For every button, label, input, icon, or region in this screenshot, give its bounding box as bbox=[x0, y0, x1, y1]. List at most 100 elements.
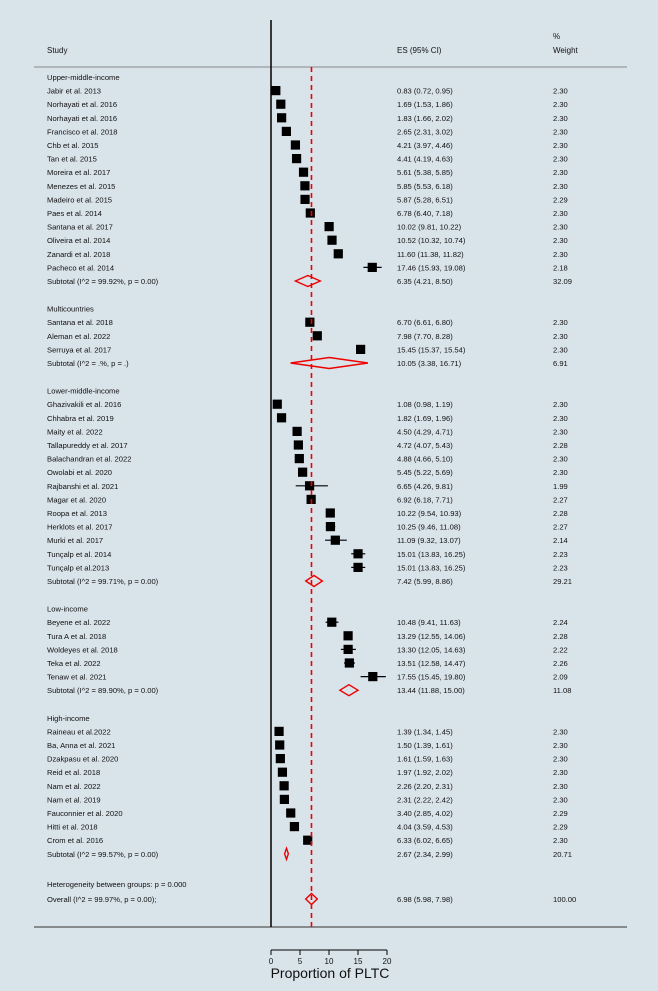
study-ci: 6.65 (4.26, 9.81) bbox=[397, 482, 453, 491]
study-point bbox=[343, 644, 353, 654]
x-tick-label: 10 bbox=[325, 957, 334, 966]
study-row: Santana et al. 2018 6.70 (6.61, 6.80) 2.30 bbox=[47, 317, 568, 327]
study-row: Dzakpasu et al. 2020 1.61 (1.59, 1.63) 2.3… bbox=[47, 754, 568, 764]
study-label: Norhayati et al. 2016 bbox=[47, 100, 117, 109]
study-row: Chb et al. 2015 4.21 (3.97, 4.46) 2.30 bbox=[47, 140, 568, 150]
study-weight: 2.24 bbox=[553, 618, 568, 627]
study-ci: 4.88 (4.66, 5.10) bbox=[397, 455, 453, 464]
subtotal-label: Subtotal (I^2 = 89.90%, p = 0.00) bbox=[47, 686, 159, 695]
study-label: Tenaw et al. 2021 bbox=[47, 673, 107, 682]
study-label: Francisco et al. 2018 bbox=[47, 127, 118, 136]
study-row: Tenaw et al. 2021 17.55 (15.45, 19.80) 2.0… bbox=[47, 672, 568, 682]
study-row: Balachandran et al. 2022 4.88 (4.66, 5.10… bbox=[47, 454, 568, 464]
study-weight: 2.30 bbox=[553, 182, 568, 191]
study-weight: 2.30 bbox=[553, 168, 568, 177]
overall-es: 6.98 (5.98, 7.98) bbox=[397, 895, 453, 904]
study-row: Zanardi et al. 2018 11.60 (11.38, 11.82) 2… bbox=[47, 249, 568, 259]
study-ci: 5.87 (5.28, 6.51) bbox=[397, 195, 453, 204]
study-row: Moreira et al. 2017 5.61 (5.38, 5.85) 2.30 bbox=[47, 167, 568, 177]
chart-marks: Upper-middle-income Jabir et al. 2013 0.83… bbox=[47, 73, 572, 862]
study-weight: 2.30 bbox=[553, 468, 568, 477]
study-row: Oliveira et al. 2014 10.52 (10.32, 10.74)… bbox=[47, 235, 568, 245]
study-weight: 2.30 bbox=[553, 236, 568, 245]
subtotal-weight: 29.21 bbox=[553, 577, 572, 586]
study-point bbox=[325, 508, 335, 518]
study-weight: 2.14 bbox=[553, 536, 568, 545]
study-ci: 2.65 (2.31, 3.02) bbox=[397, 127, 453, 136]
study-point bbox=[292, 426, 302, 436]
subtotal-weight: 11.08 bbox=[553, 686, 571, 695]
study-row: Reid et al. 2018 1.97 (1.92, 2.02) 2.30 bbox=[47, 767, 568, 777]
subtotal-diamond bbox=[338, 683, 360, 697]
study-point bbox=[293, 440, 303, 450]
study-point bbox=[290, 140, 301, 150]
study-label: Dzakpasu et al. 2020 bbox=[47, 755, 118, 764]
study-row: Madeiro et al. 2015 5.87 (5.28, 6.51) 2.29 bbox=[47, 194, 568, 204]
x-tick-label: 0 bbox=[269, 957, 274, 966]
study-ci: 4.21 (3.97, 4.46) bbox=[397, 141, 453, 150]
study-weight: 2.22 bbox=[553, 645, 568, 654]
overall-label: Overall (I^2 = 99.97%, p = 0.00); bbox=[47, 895, 157, 904]
study-weight: 2.28 bbox=[553, 632, 568, 641]
study-ci: 13.51 (12.58, 14.47) bbox=[397, 659, 466, 668]
subtotal-diamond bbox=[290, 356, 369, 370]
study-weight: 2.28 bbox=[553, 441, 568, 450]
study-weight: 2.27 bbox=[553, 495, 568, 504]
study-point bbox=[305, 317, 315, 327]
study-weight: 2.30 bbox=[553, 727, 568, 736]
study-row: Ba, Anna et al. 2021 1.50 (1.39, 1.61) 2.3… bbox=[47, 740, 568, 750]
study-label: Serruya et al. 2017 bbox=[47, 345, 111, 354]
study-point bbox=[271, 86, 281, 96]
study-point bbox=[300, 181, 310, 191]
subtotal-row: Subtotal (I^2 = 99.92%, p = 0.00) 6.35 (4… bbox=[47, 274, 572, 288]
study-point bbox=[274, 726, 284, 736]
group-header: Upper-middle-income bbox=[47, 73, 120, 82]
study-weight: 2.30 bbox=[553, 250, 568, 259]
study-ci: 2.31 (2.22, 2.42) bbox=[397, 795, 453, 804]
study-point bbox=[367, 262, 377, 272]
study-label: Tura A et al. 2018 bbox=[47, 632, 106, 641]
study-point bbox=[277, 113, 287, 123]
study-weight: 2.30 bbox=[553, 400, 568, 409]
study-row: Beyene et al. 2022 10.48 (9.41, 11.63) 2.2… bbox=[47, 617, 568, 627]
study-ci: 6.92 (6.18, 7.71) bbox=[397, 495, 453, 504]
study-weight: 2.26 bbox=[553, 659, 568, 668]
subtotal-weight: 20.71 bbox=[553, 850, 572, 859]
study-weight: 2.30 bbox=[553, 318, 568, 327]
study-ci: 1.08 (0.98, 1.19) bbox=[397, 400, 453, 409]
study-weight: 2.30 bbox=[553, 87, 568, 96]
study-point bbox=[275, 740, 285, 750]
study-row: Tura A et al. 2018 13.29 (12.55, 14.06) 2.… bbox=[47, 631, 568, 641]
study-point bbox=[303, 835, 313, 845]
study-label: Roopa et al. 2013 bbox=[47, 509, 107, 518]
study-label: Fauconnier et al. 2020 bbox=[47, 809, 123, 818]
study-label: Ghazivakili et al. 2016 bbox=[47, 400, 121, 409]
subtotal-ci: 6.35 (4.21, 8.50) bbox=[397, 277, 453, 286]
study-point bbox=[272, 399, 282, 409]
study-point bbox=[353, 562, 363, 572]
study-row: Ghazivakili et al. 2016 1.08 (0.98, 1.19)… bbox=[47, 399, 568, 409]
study-point bbox=[276, 99, 286, 109]
study-label: Crom et al. 2016 bbox=[47, 836, 103, 845]
study-ci: 4.04 (3.59, 4.53) bbox=[397, 823, 453, 832]
study-point bbox=[333, 249, 343, 259]
study-label: Rajbanshi et al. 2021 bbox=[47, 482, 118, 491]
study-row: Fauconnier et al. 2020 3.40 (2.85, 4.02) 2… bbox=[47, 808, 568, 818]
subtotal-diamond bbox=[283, 846, 290, 862]
subtotal-ci: 13.44 (11.88, 15.00) bbox=[397, 686, 465, 695]
study-ci: 10.02 (9.81, 10.22) bbox=[397, 223, 462, 232]
study-row: Tallapureddy et al. 2017 4.72 (4.07, 5.43… bbox=[47, 440, 568, 450]
study-point bbox=[276, 413, 287, 423]
study-ci: 15.01 (13.83, 16.25) bbox=[397, 563, 466, 572]
study-weight: 2.29 bbox=[553, 823, 568, 832]
study-ci: 1.50 (1.39, 1.61) bbox=[397, 741, 453, 750]
study-label: Jabir et al. 2013 bbox=[47, 87, 101, 96]
study-row: Nam et al. 2019 2.31 (2.22, 2.42) 2.30 bbox=[47, 794, 568, 804]
study-label: Nam et al. 2019 bbox=[47, 795, 101, 804]
study-label: Ba, Anna et al. 2021 bbox=[47, 741, 115, 750]
study-label: Paes et al. 2014 bbox=[47, 209, 102, 218]
study-row: Maity et al. 2022 4.50 (4.29, 4.71) 2.30 bbox=[47, 426, 568, 436]
study-ci: 10.22 (9.54, 10.93) bbox=[397, 509, 462, 518]
study-label: Reid et al. 2018 bbox=[47, 768, 100, 777]
study-row: Aleman et al. 2022 7.98 (7.70, 8.28) 2.30 bbox=[47, 331, 568, 341]
